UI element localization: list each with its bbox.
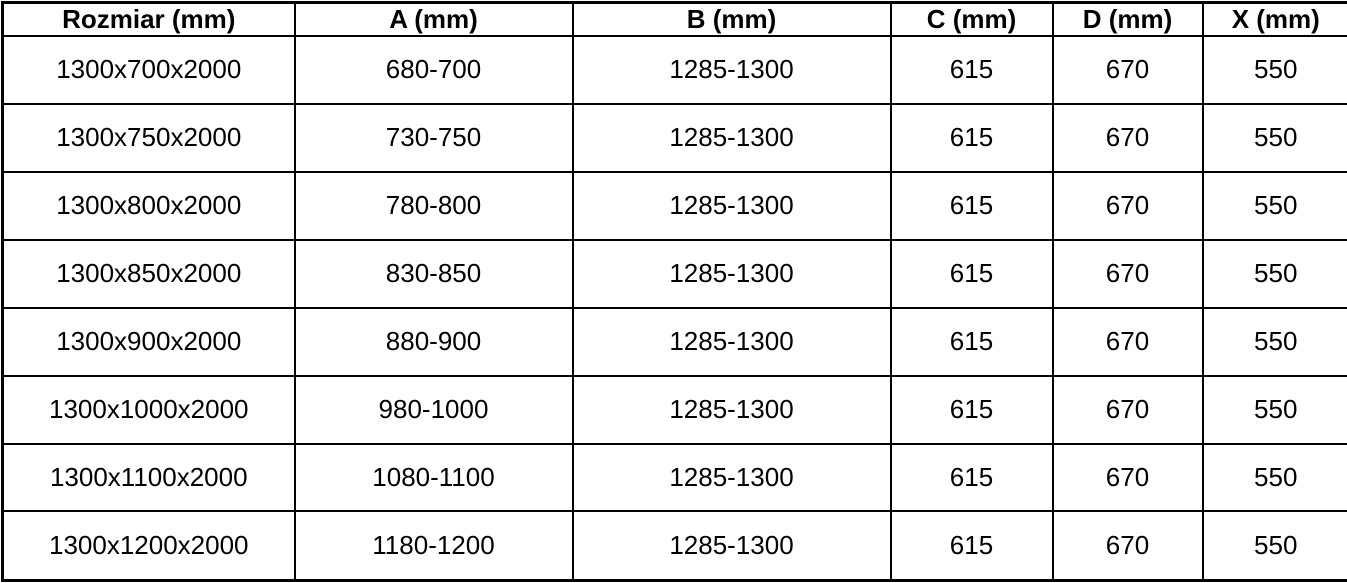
table-cell-c: 615 [889, 442, 1054, 513]
table-row: 1300x850x2000 830-850 1285-1300 615 670 … [1, 238, 1347, 309]
table-cell-rozmiar: 1300x1100x2000 [1, 442, 296, 513]
table-cell-b: 1285-1300 [571, 238, 892, 309]
table-cell-x: 550 [1201, 170, 1347, 241]
table-cell-a: 1080-1100 [293, 442, 574, 513]
table-cell-a: 1180-1200 [293, 510, 574, 582]
table-header-row: Rozmiar (mm) A (mm) B (mm) C (mm) D (mm)… [1, 1, 1347, 37]
table-cell-d: 670 [1051, 510, 1204, 582]
table-row: 1300x750x2000 730-750 1285-1300 615 670 … [1, 102, 1347, 173]
table-cell-d: 670 [1051, 170, 1204, 241]
table-cell-x: 550 [1201, 374, 1347, 445]
table-cell-rozmiar: 1300x800x2000 [1, 170, 296, 241]
table-cell-b: 1285-1300 [571, 510, 892, 582]
table-cell-x: 550 [1201, 35, 1347, 105]
table-cell-b: 1285-1300 [571, 374, 892, 445]
table-cell-d: 670 [1051, 102, 1204, 173]
table-row: 1300x800x2000 780-800 1285-1300 615 670 … [1, 170, 1347, 241]
table-cell-d: 670 [1051, 306, 1204, 377]
table-cell-c: 615 [889, 35, 1054, 105]
table-cell-rozmiar: 1300x900x2000 [1, 306, 296, 377]
table-cell-b: 1285-1300 [571, 35, 892, 105]
table-cell-rozmiar: 1300x850x2000 [1, 238, 296, 309]
table-cell-rozmiar: 1300x1000x2000 [1, 374, 296, 445]
table-cell-d: 670 [1051, 442, 1204, 513]
column-header-rozmiar: Rozmiar (mm) [1, 1, 296, 37]
table-cell-rozmiar: 1300x1200x2000 [1, 510, 296, 582]
table-cell-d: 670 [1051, 35, 1204, 105]
table-cell-x: 550 [1201, 102, 1347, 173]
table-cell-c: 615 [889, 238, 1054, 309]
table-cell-b: 1285-1300 [571, 306, 892, 377]
table-cell-c: 615 [889, 510, 1054, 582]
table-cell-c: 615 [889, 374, 1054, 445]
table-cell-a: 680-700 [293, 35, 574, 105]
column-header-x: X (mm) [1201, 1, 1347, 37]
column-header-b: B (mm) [571, 1, 892, 37]
table-cell-c: 615 [889, 102, 1054, 173]
table-cell-x: 550 [1201, 306, 1347, 377]
table-cell-x: 550 [1201, 510, 1347, 582]
table-cell-b: 1285-1300 [571, 102, 892, 173]
table-cell-a: 980-1000 [293, 374, 574, 445]
table-row: 1300x700x2000 680-700 1285-1300 615 670 … [1, 35, 1347, 105]
table-cell-b: 1285-1300 [571, 170, 892, 241]
column-header-d: D (mm) [1051, 1, 1204, 37]
table-row: 1300x900x2000 880-900 1285-1300 615 670 … [1, 306, 1347, 377]
table-cell-d: 670 [1051, 374, 1204, 445]
table-cell-a: 830-850 [293, 238, 574, 309]
table-row: 1300x1200x2000 1180-1200 1285-1300 615 6… [1, 510, 1347, 582]
table-cell-d: 670 [1051, 238, 1204, 309]
table-cell-c: 615 [889, 306, 1054, 377]
column-header-c: C (mm) [889, 1, 1054, 37]
table-cell-rozmiar: 1300x750x2000 [1, 102, 296, 173]
table-cell-x: 550 [1201, 238, 1347, 309]
table-cell-rozmiar: 1300x700x2000 [1, 35, 296, 105]
table-cell-b: 1285-1300 [571, 442, 892, 513]
table-cell-a: 730-750 [293, 102, 574, 173]
table-cell-a: 880-900 [293, 306, 574, 377]
table-cell-a: 780-800 [293, 170, 574, 241]
table-row: 1300x1100x2000 1080-1100 1285-1300 615 6… [1, 442, 1347, 513]
table-cell-x: 550 [1201, 442, 1347, 513]
table-row: 1300x1000x2000 980-1000 1285-1300 615 67… [1, 374, 1347, 445]
column-header-a: A (mm) [293, 1, 574, 37]
table-cell-c: 615 [889, 170, 1054, 241]
